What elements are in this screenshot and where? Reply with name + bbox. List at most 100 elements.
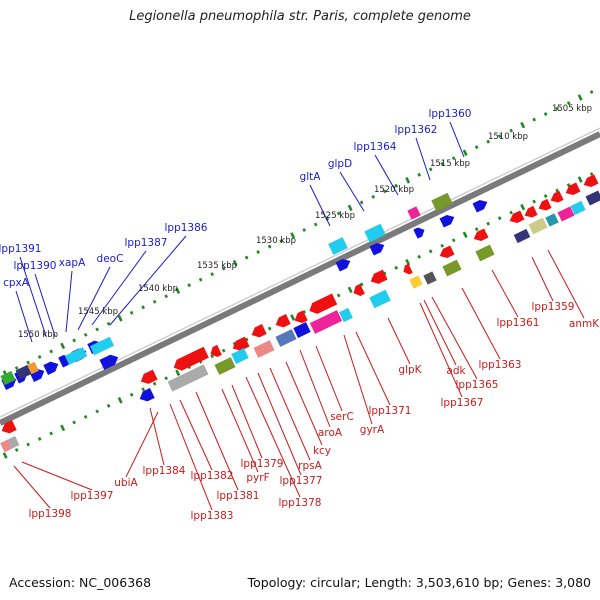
gene-feature: [253, 340, 275, 358]
leader-line: [355, 331, 391, 406]
gene-label: glpD: [328, 158, 352, 170]
gene-box: [570, 200, 586, 216]
gene-label: cpxA: [3, 277, 30, 289]
ruler-tick: [95, 327, 99, 332]
gene-box: [275, 329, 297, 347]
leader-line: [285, 361, 323, 446]
gene-feature: [528, 217, 548, 235]
gene-arrow: [353, 283, 365, 296]
ruler-tick: [175, 287, 181, 294]
gene-arrow: [275, 314, 291, 328]
gene-box: [409, 275, 423, 289]
ruler-tick: [577, 176, 583, 183]
leader-line: [423, 299, 457, 366]
leader-line: [269, 367, 311, 461]
leader-line: [34, 273, 56, 337]
ruler-tick: [347, 204, 353, 212]
gene-arrow: [403, 263, 413, 275]
gene-feature: [99, 354, 119, 370]
gene-label: lpp1365: [456, 379, 499, 391]
gene-arrow: [173, 346, 209, 371]
gene-feature: [538, 198, 552, 211]
gene-box: [423, 271, 437, 285]
ruler-tick: [462, 149, 468, 156]
ruler-tick: [232, 259, 238, 267]
ruler-tick: [198, 277, 203, 282]
gene-arrow: [232, 336, 250, 351]
gene-box: [167, 364, 209, 392]
ruler-tick: [417, 254, 421, 259]
gene-feature: [472, 200, 488, 213]
ruler-tick: [49, 431, 53, 436]
gene-label: anmK: [569, 318, 600, 330]
ruler-tick: [164, 294, 168, 299]
ruler-tick: [371, 194, 375, 199]
gene-arrow: [439, 245, 455, 258]
gene-label: lpp1378: [279, 497, 322, 509]
leader-line: [415, 137, 431, 181]
gene-feature: [140, 369, 158, 384]
gene-arrow: [565, 182, 581, 195]
ruler-tick: [347, 286, 353, 294]
ruler-tick: [440, 243, 444, 248]
gene-feature: [442, 259, 462, 277]
gene-box: [328, 237, 348, 255]
gene-feature: [524, 205, 538, 218]
ruler-tick: [267, 244, 272, 249]
leader-line: [221, 388, 259, 473]
gene-feature: [545, 213, 559, 227]
gene-feature: [403, 263, 413, 275]
gene-box: [364, 223, 386, 243]
gene-label: lpp1398: [29, 508, 72, 520]
ruler-tick: [417, 172, 421, 177]
leader-line: [299, 349, 331, 428]
gene-feature: [557, 206, 575, 222]
gene-arrow: [472, 200, 488, 213]
ruler-tick: [187, 283, 191, 288]
gene-box: [231, 348, 249, 364]
leader-line: [374, 154, 399, 196]
gene-arrow: [251, 324, 267, 338]
ruler-tick: [566, 101, 571, 105]
gene-feature: [15, 364, 33, 380]
kbp-label: 1540 kbp: [138, 284, 178, 294]
gene-arrow: [335, 259, 351, 272]
gene-feature: [89, 336, 115, 356]
leader-line: [179, 399, 213, 471]
ruler-tick: [129, 310, 134, 315]
leader-line: [149, 407, 165, 466]
kbp-label: 1515 kbp: [430, 159, 470, 169]
leader-line: [231, 384, 263, 459]
leader-line: [343, 334, 373, 425]
gene-label: lpp1377: [280, 475, 323, 487]
gene-arrow: [369, 243, 385, 256]
gene-label: kcy: [313, 445, 331, 457]
gene-box: [431, 192, 453, 212]
gene-label: lpp1397: [71, 490, 114, 502]
gene-box: [64, 347, 88, 365]
ruler-tick: [555, 106, 559, 111]
gene-feature: [251, 324, 267, 338]
gene-feature: [232, 336, 250, 351]
ruler-tick: [37, 355, 42, 359]
gene-feature: [27, 361, 39, 375]
gene-feature: [413, 227, 425, 239]
gene-box: [513, 228, 531, 244]
gene-arrow: [538, 198, 552, 211]
gene-label: lpp1359: [532, 301, 575, 313]
ruler-tick: [313, 222, 318, 227]
gene-feature: [231, 348, 249, 364]
leader-line: [109, 235, 187, 326]
gene-feature: [431, 192, 453, 212]
gene-label: lpp1371: [369, 405, 412, 417]
gene-label: lpp1390: [14, 260, 57, 272]
ruler-tick: [141, 387, 145, 392]
ruler-tick: [302, 228, 306, 232]
gene-label: aroA: [318, 427, 343, 439]
gene-label: lpp1391: [0, 243, 41, 255]
ruler-tick: [474, 145, 479, 150]
gene-feature: [473, 228, 489, 241]
gene-feature: [550, 190, 564, 203]
ruler-tick: [462, 231, 468, 238]
